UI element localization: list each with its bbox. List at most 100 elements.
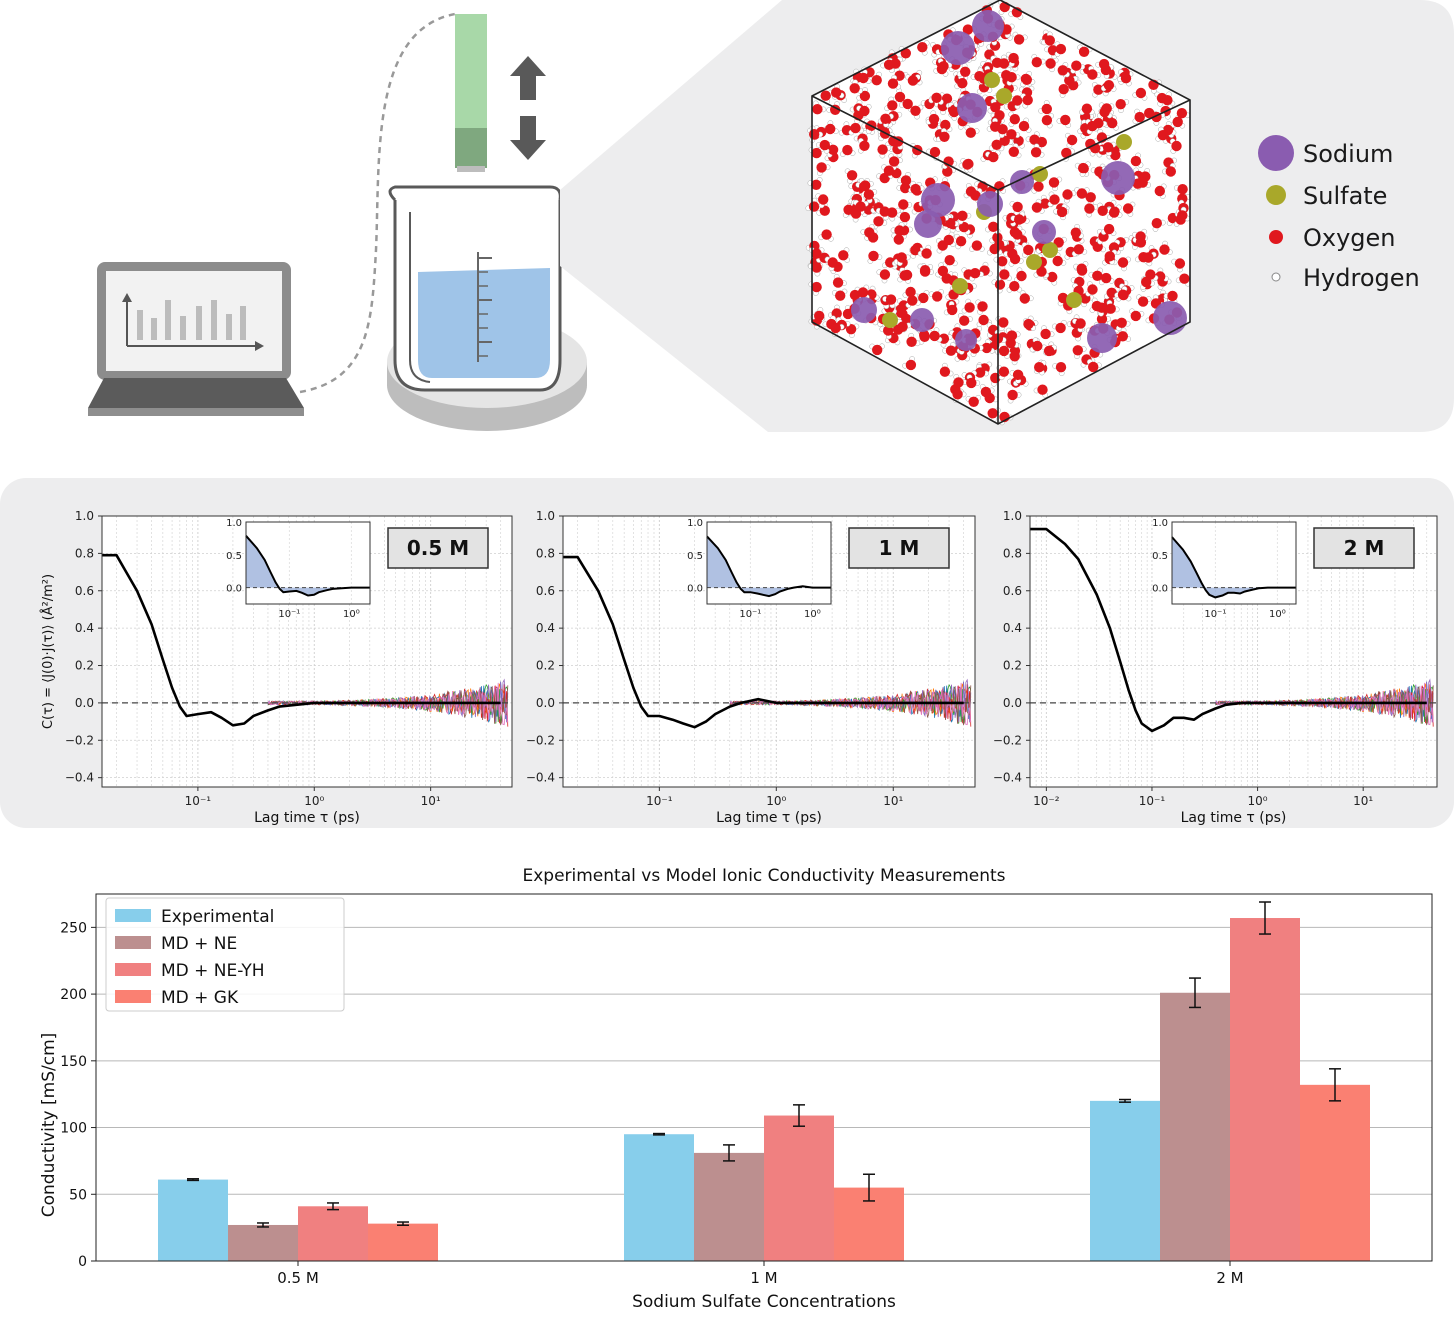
y-tick-label: 0.2 (75, 659, 94, 673)
oxygen-label: Oxygen (1303, 224, 1396, 252)
x-tick-label: 10⁰ (1248, 794, 1268, 808)
y-tick-label: 50 (69, 1187, 87, 1203)
inset-x-tick-label: 10⁻¹ (739, 609, 761, 620)
y-tick-label: −0.4 (65, 771, 94, 785)
bar (228, 1224, 298, 1261)
plot-frame (95, 893, 1433, 1262)
x-tick-label: 10⁻¹ (1139, 794, 1166, 808)
particle-legend: Sodium Sulfate Oxygen Hydrogen (1258, 135, 1420, 292)
x-tick-label: 10¹ (883, 794, 903, 808)
y-tick-label: 150 (60, 1054, 87, 1070)
inset-x-tick-label: 10⁰ (804, 609, 821, 620)
up-down-arrow-icon (510, 56, 546, 160)
beaker-icon (388, 185, 562, 392)
bar (1230, 918, 1300, 1261)
inset-series-line (245, 535, 370, 597)
hydrogen-marker (1271, 272, 1281, 282)
y-axis-label: Conductivity [mS/cm] (39, 1033, 59, 1218)
y-tick-label: −0.2 (526, 733, 555, 747)
chart-title: Experimental vs Model Ionic Conductivity… (522, 866, 1005, 886)
bar (764, 1115, 834, 1261)
conductivity-bar-chart: Experimental vs Model Ionic Conductivity… (39, 866, 1433, 1312)
y-tick-label: 0.4 (1003, 621, 1022, 635)
inset-series-line (1171, 536, 1296, 599)
inset-y-tick-label: 1.0 (687, 518, 703, 529)
sodium-label: Sodium (1303, 140, 1393, 168)
legend-box (105, 897, 345, 1012)
inset-y-tick-label: 0.0 (226, 584, 242, 595)
x-tick-label: 1 M (750, 1269, 777, 1287)
correlation-series-line (102, 553, 501, 727)
correlation-series-line (1030, 527, 1427, 733)
correlation-panel: 1.0 0.8 0.6 0.4 0.2 0.0 −0.2 −0.4 10⁻¹ 10⁰ 10¹ Lag … (0, 478, 1454, 828)
x-tick-label: 10⁻¹ (185, 794, 212, 808)
bar (1300, 1084, 1370, 1261)
y-tick-label: 1.0 (75, 509, 94, 523)
inset-x-tick-label: 10⁻¹ (1204, 609, 1226, 620)
correlation-chart-1: 1.0 0.8 0.6 0.4 0.2 0.0 −0.2 −0.4 10⁻¹ 10⁰ 10¹ Lag … (40, 509, 513, 826)
legend-label: Experimental (161, 907, 274, 927)
y-tick-label: 0.4 (536, 621, 555, 635)
x-tick-label: 10⁻² (1033, 794, 1060, 808)
y-tick-label: 0.6 (536, 584, 555, 598)
plot-frame (562, 515, 976, 788)
x-axis-label: Lag time τ (ps) (1181, 810, 1287, 826)
x-axis-label: Sodium Sulfate Concentrations (632, 1292, 896, 1312)
bar (298, 1206, 368, 1261)
x-tick-label: 10⁻¹ (646, 794, 673, 808)
oxygen-marker (1269, 230, 1283, 244)
hydrogen-label: Hydrogen (1303, 264, 1420, 292)
sodium-marker (1258, 135, 1294, 171)
sodium-ions (851, 10, 1187, 353)
y-tick-label: 0 (78, 1254, 87, 1270)
y-tick-label: 0.6 (1003, 584, 1022, 598)
noise-trace (729, 682, 972, 726)
legend-label: MD + NE-YH (161, 961, 265, 981)
correlation-charts: 1.0 0.8 0.6 0.4 0.2 0.0 −0.2 −0.4 10⁻¹ 10⁰ 10¹ Lag … (40, 509, 1438, 826)
legend-swatch (115, 990, 151, 1003)
y-tick-label: −0.4 (993, 771, 1022, 785)
inset-y-tick-label: 1.0 (226, 518, 242, 529)
x-tick-label: 10⁰ (766, 794, 786, 808)
inset-y-tick-label: 0.5 (226, 551, 242, 562)
bar (368, 1223, 438, 1261)
inset-chart: 10⁻¹ 10⁰ 1.0 0.5 0.0 (226, 518, 371, 620)
y-tick-label: 100 (60, 1121, 87, 1137)
y-tick-label: 200 (60, 987, 87, 1003)
bar (694, 1152, 764, 1261)
concentration-badge-label: 1 M (879, 536, 920, 560)
inset-y-tick-label: 0.5 (1152, 551, 1168, 562)
x-axis-label: Lag time τ (ps) (254, 810, 360, 826)
inset-frame (1171, 521, 1297, 605)
y-tick-label: 0.0 (1003, 696, 1022, 710)
laptop-icon (88, 262, 304, 416)
y-tick-label: −0.2 (993, 733, 1022, 747)
x-axis-label: Lag time τ (ps) (716, 810, 822, 826)
bar (1090, 1100, 1160, 1261)
y-tick-label: 250 (60, 920, 87, 936)
concentration-badge (387, 527, 489, 569)
concentration-badge (1313, 527, 1415, 569)
y-tick-label: 0.8 (1003, 546, 1022, 560)
concentration-badge-label: 0.5 M (407, 536, 469, 560)
conductivity-probe-icon (455, 14, 487, 172)
inset-x-tick-label: 10⁻¹ (278, 609, 300, 620)
sulfate-ions (882, 72, 1132, 328)
legend-label: MD + GK (161, 988, 239, 1008)
y-tick-label: 0.8 (536, 546, 555, 560)
sulfate-label: Sulfate (1303, 182, 1387, 210)
molecular-simulation-box (805, 0, 1191, 426)
concentration-badge (848, 527, 950, 569)
y-tick-label: 1.0 (536, 509, 555, 523)
y-axis-label: C(τ) = ⟨J(0)·J(τ)⟩ (Å²/m²) (40, 574, 56, 729)
plot-frame (101, 515, 513, 788)
bar (158, 1179, 228, 1261)
y-tick-label: 0.0 (536, 696, 555, 710)
y-tick-label: 0.2 (1003, 659, 1022, 673)
x-tick-label: 10⁰ (304, 794, 324, 808)
y-tick-label: 0.8 (75, 546, 94, 560)
inset-x-tick-label: 10⁰ (343, 609, 360, 620)
experiment-illustration: Sodium Sulfate Oxygen Hydrogen (88, 0, 1454, 432)
correlation-chart-2: 1.0 0.8 0.6 0.4 0.2 0.0 −0.2 −0.4 10⁻¹ 10⁰ 10¹ Lag … (526, 509, 976, 826)
legend-swatch (115, 936, 151, 949)
